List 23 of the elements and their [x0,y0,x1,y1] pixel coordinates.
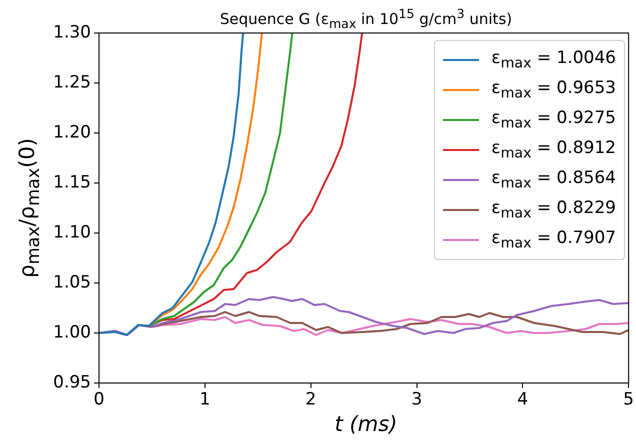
y-tick-label: 1.15 [53,172,91,192]
y-tick-label: 1.00 [53,322,91,342]
legend-label: ε$_{max}$ = 0.9275 [491,108,616,132]
legend-label: ε$_{max}$ = 0.8912 [491,138,616,162]
x-tick-label: 2 [305,390,316,410]
legend-label: ε$_{max}$ = 0.8564 [491,168,616,192]
x-tick-label: 0 [94,390,104,410]
legend-label: ε$_{max}$ = 1.0046 [491,48,616,72]
y-tick-label: 1.20 [53,122,91,142]
x-tick-label: 4 [517,390,528,410]
y-tick-label: 1.10 [53,222,91,242]
x-axis-title: t (ms) [334,412,398,436]
y-tick-label: 1.30 [53,22,91,42]
y-tick-label: 0.95 [53,372,91,392]
x-tick-label: 5 [623,390,634,410]
legend-label: ε$_{max}$ = 0.9653 [491,78,616,102]
legend-label: ε$_{max}$ = 0.7907 [491,228,616,252]
y-tick-label: 1.05 [53,272,91,292]
legend-label: ε$_{max}$ = 0.8229 [491,198,616,222]
x-tick-label: 3 [411,390,422,410]
chart-title: Sequence G (ε$_{max}$ in 10$^{15}$ g/cm$^{3}$ units) [218,6,514,31]
y-tick-label: 1.25 [53,72,91,92]
x-tick-label: 1 [200,390,210,410]
